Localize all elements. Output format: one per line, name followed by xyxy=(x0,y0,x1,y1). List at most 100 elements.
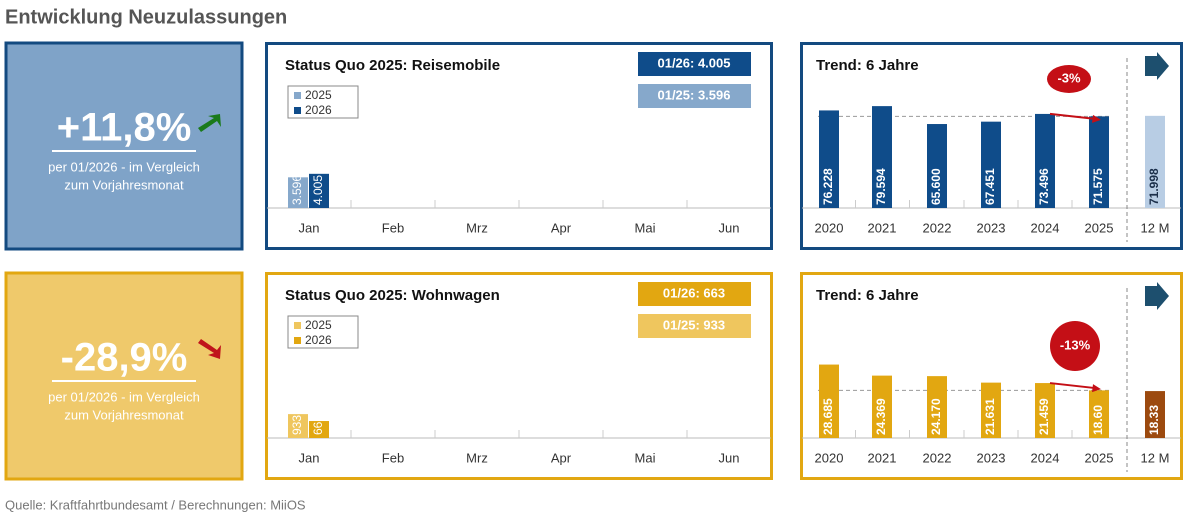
bar xyxy=(872,375,892,438)
bar-label: 18.33 xyxy=(1147,405,1161,435)
bar-label: 933 xyxy=(290,415,304,435)
bar xyxy=(1089,116,1109,208)
bar xyxy=(981,382,1001,438)
bar-label: 65.600 xyxy=(929,168,943,205)
x-tick-label: Jan xyxy=(299,220,320,235)
panel-title: Status Quo 2025: Wohnwagen xyxy=(285,287,500,304)
x-tick-label: 2022 xyxy=(923,220,952,235)
bar-label-clip: 28.685 xyxy=(821,398,835,435)
x-tick-label: Jan xyxy=(299,450,320,465)
x-tick-label: Mai xyxy=(635,450,656,465)
x-tick-label: Feb xyxy=(382,220,404,235)
kpi-note: zum Vorjahresmonat xyxy=(64,407,184,422)
bar-label: 4.005 xyxy=(311,175,325,205)
annotation: 01/25: 933 xyxy=(663,317,725,332)
legend-label: 2025 xyxy=(305,318,332,332)
bar-label-clip: 933 xyxy=(290,415,304,435)
x-tick-label: Mrz xyxy=(466,220,488,235)
bar-label: 71.998 xyxy=(1147,168,1161,205)
bar xyxy=(309,173,329,208)
x-tick-label: 2023 xyxy=(977,220,1006,235)
bar-label-clip: 71.998 xyxy=(1147,168,1161,205)
x-tick-label: 12 M xyxy=(1141,220,1170,235)
bar-label: 663 xyxy=(311,415,325,435)
bar xyxy=(288,414,308,438)
x-tick-label: Apr xyxy=(551,220,572,235)
x-tick-label: 2025 xyxy=(1085,220,1114,235)
legend-label: 2026 xyxy=(305,103,332,117)
kpi-box xyxy=(4,271,244,481)
change-label: -13% xyxy=(1060,337,1091,352)
bar-label-clip: 4.005 xyxy=(311,175,325,205)
x-tick-label: 2023 xyxy=(977,450,1006,465)
trend-arrow xyxy=(1049,112,1096,120)
bar-label: 24.369 xyxy=(874,398,888,435)
panel xyxy=(800,272,1183,480)
bar xyxy=(819,110,839,208)
change-badge xyxy=(1050,321,1100,371)
panel-title: Status Quo 2025: Reisemobile xyxy=(285,57,500,74)
bar-label: 21.459 xyxy=(1037,398,1051,435)
x-tick-label: 2024 xyxy=(1031,220,1060,235)
panel-title: Trend: 6 Jahre xyxy=(816,287,919,304)
bar-label-clip: 3.596 xyxy=(290,177,304,205)
kpi-value: +11,8% xyxy=(57,106,192,150)
x-tick-label: 2020 xyxy=(815,220,844,235)
x-tick-label: 2021 xyxy=(868,450,897,465)
annotation-box xyxy=(638,84,751,108)
x-tick-label: 2022 xyxy=(923,450,952,465)
panel-title: Trend: 6 Jahre xyxy=(816,57,919,74)
bar xyxy=(1035,113,1055,208)
x-tick-label: 2024 xyxy=(1031,450,1060,465)
annotation: 01/26: 663 xyxy=(663,285,725,300)
bar xyxy=(927,376,947,438)
x-tick-label: 2020 xyxy=(815,450,844,465)
annotation-box xyxy=(638,282,751,306)
x-tick-label: Mai xyxy=(635,220,656,235)
x-tick-label: Mrz xyxy=(466,450,488,465)
kpi-note: zum Vorjahresmonat xyxy=(64,177,184,192)
bar xyxy=(819,364,839,438)
annotation-box xyxy=(638,52,751,76)
panel xyxy=(265,42,773,250)
bar-label-clip: 73.496 xyxy=(1037,168,1051,205)
change-badge xyxy=(1047,65,1091,93)
bar-label-clip: 79.594 xyxy=(874,168,888,205)
bar xyxy=(1035,383,1055,438)
bar-label: 21.631 xyxy=(983,398,997,435)
bar xyxy=(1145,391,1165,438)
bar-label-clip: 21.631 xyxy=(983,398,997,435)
bar-label-clip: 18.33 xyxy=(1147,405,1161,435)
legend-swatch xyxy=(294,322,301,329)
legend-swatch xyxy=(294,92,301,99)
bar xyxy=(1089,390,1109,438)
x-tick-label: 2025 xyxy=(1085,450,1114,465)
bar-label: 79.594 xyxy=(874,168,888,205)
kpi-value: -28,9% xyxy=(61,336,188,380)
bar-label: 73.496 xyxy=(1037,168,1051,205)
bar xyxy=(309,421,329,438)
annotation: 01/25: 3.596 xyxy=(657,87,730,102)
legend-swatch xyxy=(294,337,301,344)
bar xyxy=(288,177,308,208)
kpi-note: per 01/2026 - im Vergleich xyxy=(48,159,200,174)
bar-label: 76.228 xyxy=(821,168,835,205)
bar-label-clip: 21.459 xyxy=(1037,398,1051,435)
x-tick-label: Apr xyxy=(551,450,572,465)
bar xyxy=(981,121,1001,208)
annotation-box xyxy=(638,314,751,338)
trend-arrowhead xyxy=(1092,114,1101,123)
down-arrow xyxy=(198,339,221,359)
annotation: 01/26: 4.005 xyxy=(657,55,730,70)
bar xyxy=(872,106,892,208)
kpi-box xyxy=(4,41,244,251)
x-tick-label: Jun xyxy=(719,450,740,465)
bar-label: 28.685 xyxy=(821,398,835,435)
bar-label-clip: 663 xyxy=(311,415,325,435)
kpi-note: per 01/2026 - im Vergleich xyxy=(48,389,200,404)
bar-label-clip: 71.575 xyxy=(1091,168,1105,205)
x-tick-label: Jun xyxy=(719,220,740,235)
bar-label: 71.575 xyxy=(1091,168,1105,205)
bar-label-clip: 76.228 xyxy=(821,168,835,205)
